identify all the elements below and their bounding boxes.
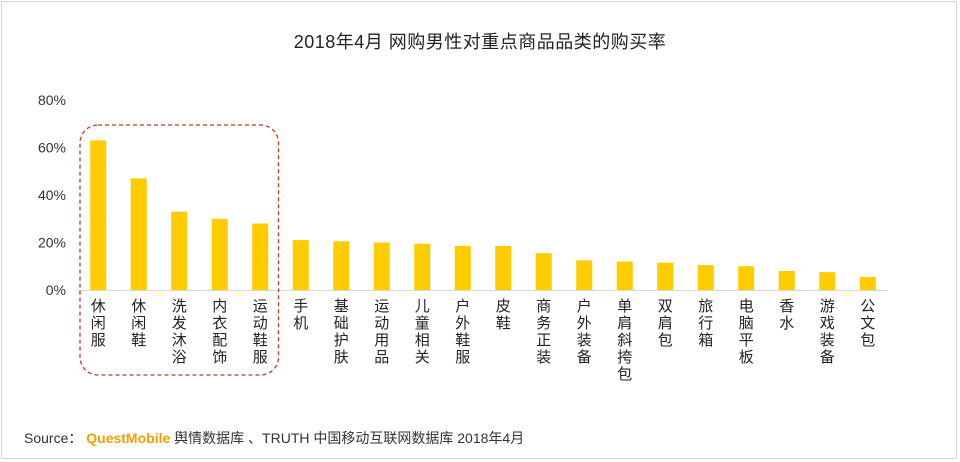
x-tick-label: 户外鞋服 [455, 297, 470, 366]
bar [495, 246, 512, 290]
bar [292, 240, 309, 290]
bar [657, 262, 674, 290]
y-tick-label: 60% [38, 140, 66, 156]
bar [333, 241, 350, 290]
x-tick-label: 手机 [293, 297, 308, 332]
source-prefix: Source： [24, 430, 83, 446]
x-tick-label: 公文包 [860, 297, 875, 349]
x-tick-label: 内衣配饰 [212, 297, 227, 366]
source-brand: QuestMobile [86, 430, 171, 446]
bar [697, 265, 714, 290]
x-tick-label: 香水 [779, 297, 794, 332]
x-tick-label: 休闲服 [91, 297, 106, 349]
source-note: Source： QuestMobile 舆情数据库 、TRUTH 中国移动互联网… [24, 428, 524, 448]
x-tick-label: 双肩包 [658, 297, 673, 349]
y-tick-label: 20% [38, 235, 66, 251]
bar [414, 243, 431, 290]
bar [373, 242, 390, 290]
x-tick-label: 单肩斜挎包 [617, 297, 632, 383]
y-tick-label: 40% [38, 187, 66, 203]
x-tick-label: 休闲鞋 [131, 297, 146, 349]
x-tick-label: 皮鞋 [496, 297, 511, 332]
bar [171, 211, 188, 290]
bar [819, 272, 836, 290]
x-tick-label: 儿童相关 [415, 297, 430, 366]
y-tick-label: 0% [46, 282, 66, 298]
bars-group [90, 140, 876, 290]
x-tick-label: 运动鞋服 [253, 297, 268, 366]
y-tick-label: 80% [38, 92, 66, 108]
x-axis: 休闲服 休闲鞋 洗发沐浴 内衣配饰 运动鞋服 手机 基础护肤 运动用品 儿童相关 户外鞋服 皮鞋商务… [78, 290, 888, 383]
x-tick-label: 电脑平板 [739, 297, 754, 366]
y-axis: 0% 20% 40% 60% 80% [38, 92, 66, 298]
x-tick-label: 基础护肤 [334, 297, 349, 366]
bar [211, 218, 228, 290]
bar [616, 261, 633, 290]
bar [252, 223, 269, 290]
bar [130, 178, 147, 290]
bar [535, 253, 552, 290]
x-tick-label: 户外装备 [577, 297, 592, 366]
highlight-group [79, 124, 280, 376]
bar [859, 276, 876, 290]
highlight-box [79, 124, 280, 376]
source-text: 舆情数据库 、TRUTH 中国移动互联网数据库 2018年4月 [174, 430, 525, 446]
bar [576, 260, 593, 290]
x-tick-label: 运动用品 [374, 297, 389, 366]
x-tick-label: 洗发沐浴 [172, 297, 187, 366]
bar [454, 246, 471, 290]
x-tick-label: 游戏装备 [820, 297, 835, 366]
x-tick-label: 旅行箱 [698, 297, 713, 349]
bar [90, 140, 107, 290]
chart-title: 2018年4月 网购男性对重点商品品类的购买率 [293, 32, 667, 52]
x-tick-label: 商务正装 [536, 297, 551, 366]
bar [778, 271, 795, 290]
bar [738, 266, 755, 290]
